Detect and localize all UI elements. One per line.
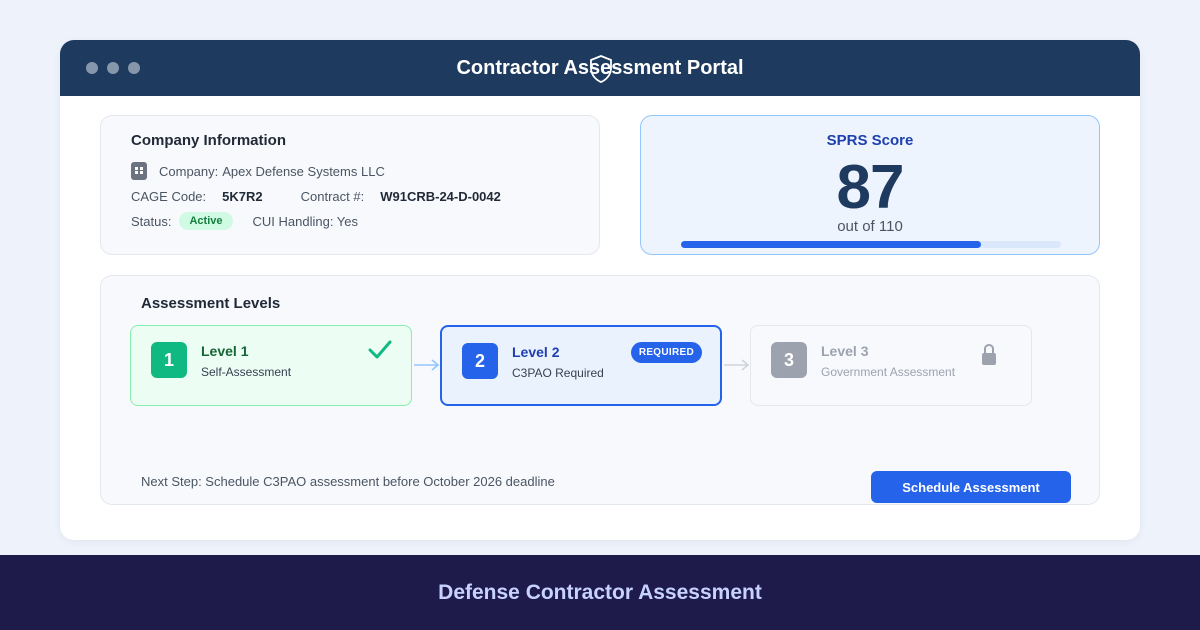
company-info-card: Company Information Company: Apex Defens…	[100, 115, 600, 255]
next-step-text: Next Step: Schedule C3PAO assessment bef…	[141, 474, 555, 489]
cui-handling: CUI Handling: Yes	[252, 213, 359, 229]
lock-icon	[982, 343, 996, 365]
sprs-score-card: SPRS Score 87 out of 110	[640, 115, 1100, 255]
status-badge: Active	[179, 212, 233, 230]
check-icon	[368, 340, 392, 359]
sprs-progress-bar	[681, 241, 1061, 248]
level-1-name: Level 1	[201, 343, 249, 359]
schedule-assessment-button[interactable]: Schedule Assessment	[871, 471, 1071, 503]
window-controls	[86, 62, 140, 74]
portal-title: Contractor Assessment Portal	[456, 54, 744, 83]
title-bar: Contractor Assessment Portal	[60, 40, 1140, 96]
footer-text: Defense Contractor Assessment	[438, 580, 762, 604]
contract-value: W91CRB-24-D-0042	[380, 189, 501, 204]
level-2-name: Level 2	[512, 344, 560, 360]
level-2-desc: C3PAO Required	[512, 366, 604, 380]
arrow-right-icon	[414, 359, 440, 371]
company-label: Company:	[159, 163, 219, 179]
assessment-levels-card: Assessment Levels 1 Level 1 Self-Assessm…	[100, 275, 1100, 505]
level-3-number: 3	[771, 342, 807, 378]
level-1-card[interactable]: 1 Level 1 Self-Assessment	[130, 325, 412, 406]
contract-label: Contract #:	[300, 189, 365, 204]
cage-label: CAGE Code:	[131, 189, 207, 204]
status-label: Status:	[131, 213, 172, 229]
level-3-card[interactable]: 3 Level 3 Government Assessment	[750, 325, 1032, 406]
sprs-score-value: 87	[836, 153, 905, 222]
level-2-card[interactable]: 2 Level 2 C3PAO Required REQUIRED	[440, 325, 722, 406]
level-1-desc: Self-Assessment	[201, 365, 292, 379]
window-minimize-dot[interactable]	[107, 62, 119, 74]
sprs-out-of: out of 110	[837, 218, 903, 235]
cage-contract-row: CAGE Code: 5K7R2 Contract #: W91CRB-24-D…	[131, 189, 501, 204]
sprs-progress-fill	[681, 241, 982, 248]
company-name: Apex Defense Systems LLC	[222, 163, 385, 179]
level-2-number: 2	[462, 343, 498, 379]
status-row: Status: Active CUI Handling: Yes	[131, 212, 358, 230]
sprs-label: SPRS Score	[826, 132, 914, 149]
company-name-row: Company: Apex Defense Systems LLC	[131, 162, 385, 180]
cage-value: 5K7R2	[222, 189, 263, 204]
window-maximize-dot[interactable]	[128, 62, 140, 74]
footer-banner: Defense Contractor Assessment	[0, 555, 1200, 630]
shield-icon	[590, 54, 612, 83]
company-info-heading: Company Information	[131, 132, 287, 149]
assessment-levels-heading: Assessment Levels	[141, 295, 281, 312]
app-window: Contractor Assessment Portal Company Inf…	[60, 40, 1140, 540]
required-badge: REQUIRED	[630, 342, 702, 363]
level-3-desc: Government Assessment	[821, 365, 956, 379]
building-icon	[131, 162, 147, 180]
level-3-name: Level 3	[821, 343, 869, 359]
window-close-dot[interactable]	[86, 62, 98, 74]
arrow-right-icon	[724, 359, 750, 371]
portal-title-text: Contractor Assessment Portal	[456, 56, 744, 79]
level-1-number: 1	[151, 342, 187, 378]
